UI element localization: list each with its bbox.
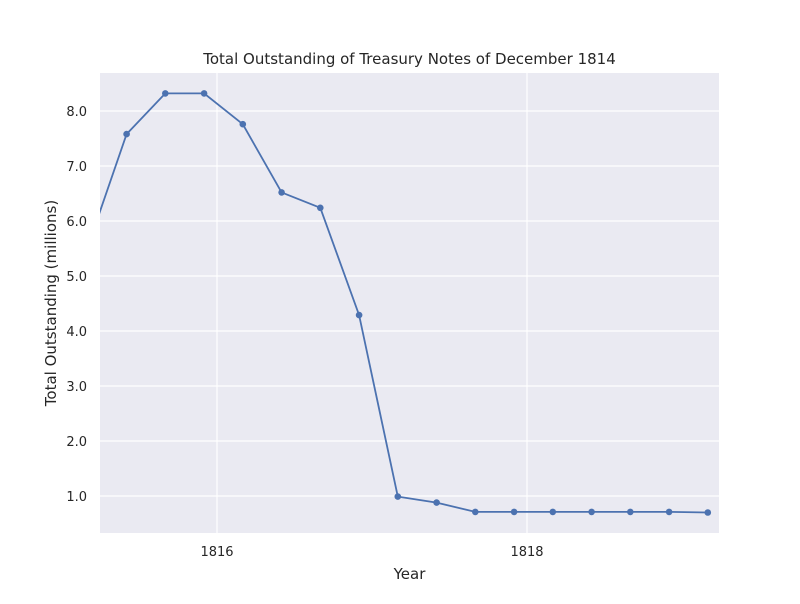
data-point — [588, 508, 595, 516]
data-point — [704, 509, 712, 516]
data-point — [394, 493, 402, 500]
series-layer — [85, 90, 712, 516]
plot-area — [100, 73, 719, 533]
data-point — [472, 508, 479, 516]
data-point — [355, 311, 363, 319]
data-point — [123, 130, 130, 138]
data-point — [549, 508, 557, 516]
y-tick-label: 5.0 — [66, 270, 87, 285]
x-tick-label: 1818 — [510, 545, 543, 560]
data-point — [627, 508, 634, 516]
x-tick-label: 1816 — [200, 545, 233, 560]
tick-labels: 1.0 2.0 3.0 4.0 5.0 6.0 7.0 8.0 1816 1818 — [66, 105, 543, 560]
data-point — [433, 499, 440, 506]
data-point — [85, 244, 92, 251]
chart-title: Total Outstanding of Treasury Notes of D… — [202, 50, 616, 68]
x-axis-label: Year — [393, 565, 427, 583]
data-point — [162, 90, 169, 97]
data-point — [665, 508, 673, 516]
y-tick-label: 7.0 — [66, 160, 87, 175]
y-tick-label: 6.0 — [66, 215, 87, 230]
grid-lines — [100, 73, 719, 533]
data-point — [239, 120, 247, 128]
y-tick-label: 2.0 — [66, 435, 87, 450]
y-tick-label: 4.0 — [66, 325, 87, 340]
y-tick-label: 3.0 — [66, 380, 87, 395]
data-point — [200, 90, 208, 97]
y-tick-label: 1.0 — [66, 490, 87, 505]
data-point — [278, 189, 285, 196]
y-axis-label: Total Outstanding (millions) — [42, 200, 60, 407]
y-tick-label: 8.0 — [66, 105, 87, 120]
data-point — [510, 508, 518, 516]
data-point — [317, 204, 324, 212]
